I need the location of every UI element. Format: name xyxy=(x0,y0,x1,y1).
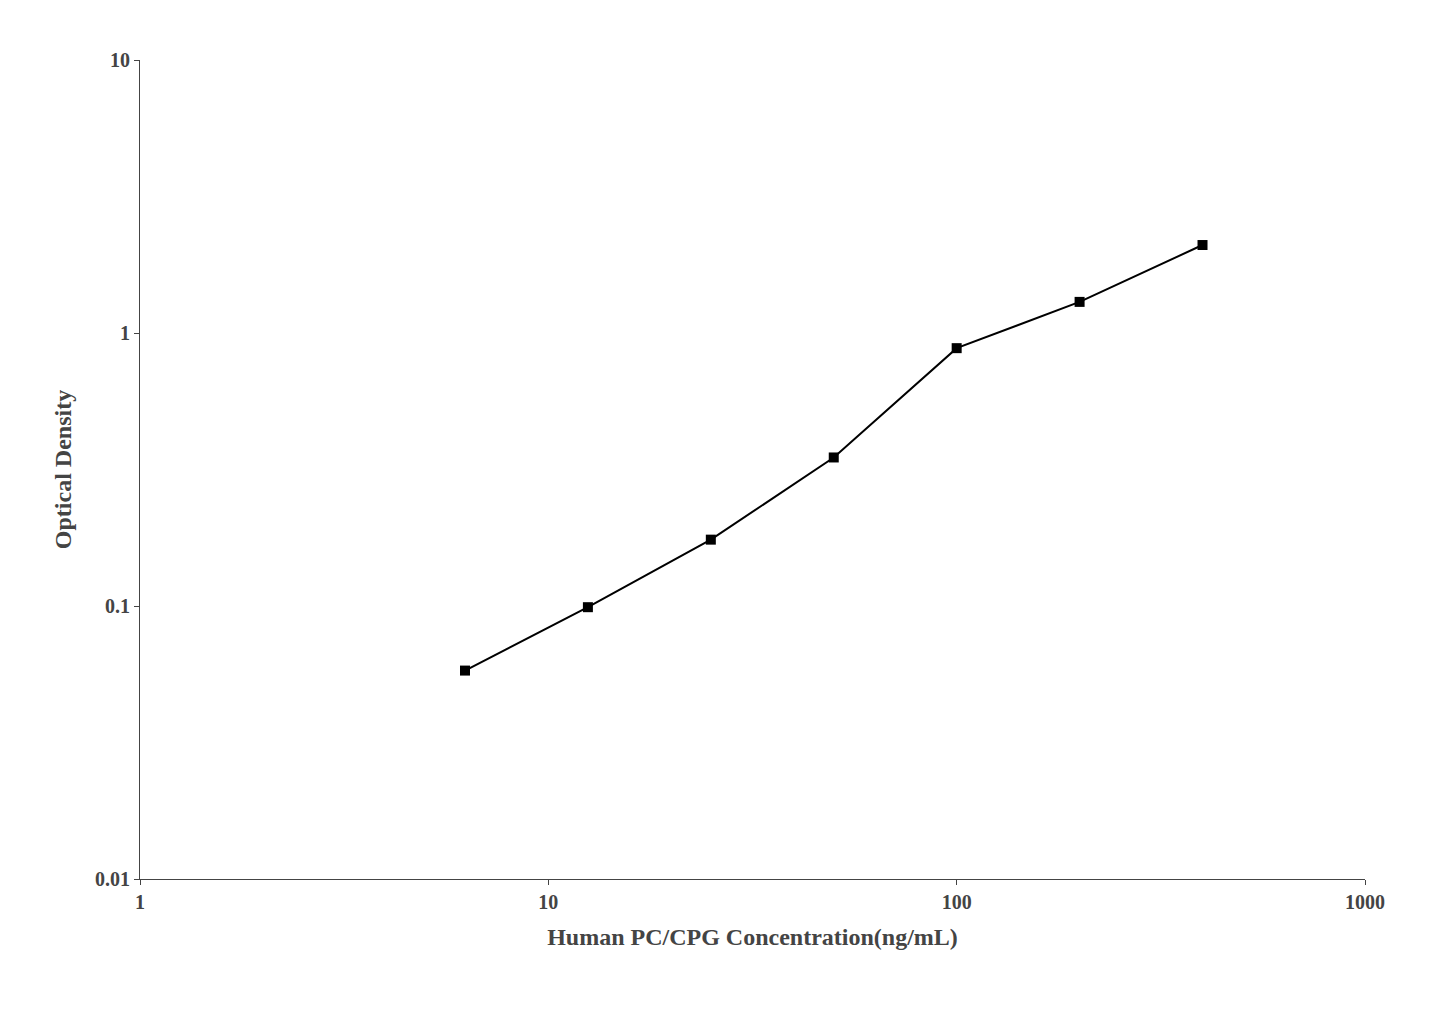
svg-text:10: 10 xyxy=(538,891,558,913)
svg-text:Human PC/CPG Concentration(ng/: Human PC/CPG Concentration(ng/mL) xyxy=(547,924,958,950)
svg-text:100: 100 xyxy=(942,891,972,913)
svg-text:Optical Density: Optical Density xyxy=(50,390,76,549)
svg-text:1000: 1000 xyxy=(1345,891,1385,913)
svg-text:1: 1 xyxy=(135,891,145,913)
svg-text:0.01: 0.01 xyxy=(95,868,130,890)
svg-text:0.1: 0.1 xyxy=(105,595,130,617)
svg-text:10: 10 xyxy=(110,49,130,71)
svg-text:1: 1 xyxy=(120,322,130,344)
